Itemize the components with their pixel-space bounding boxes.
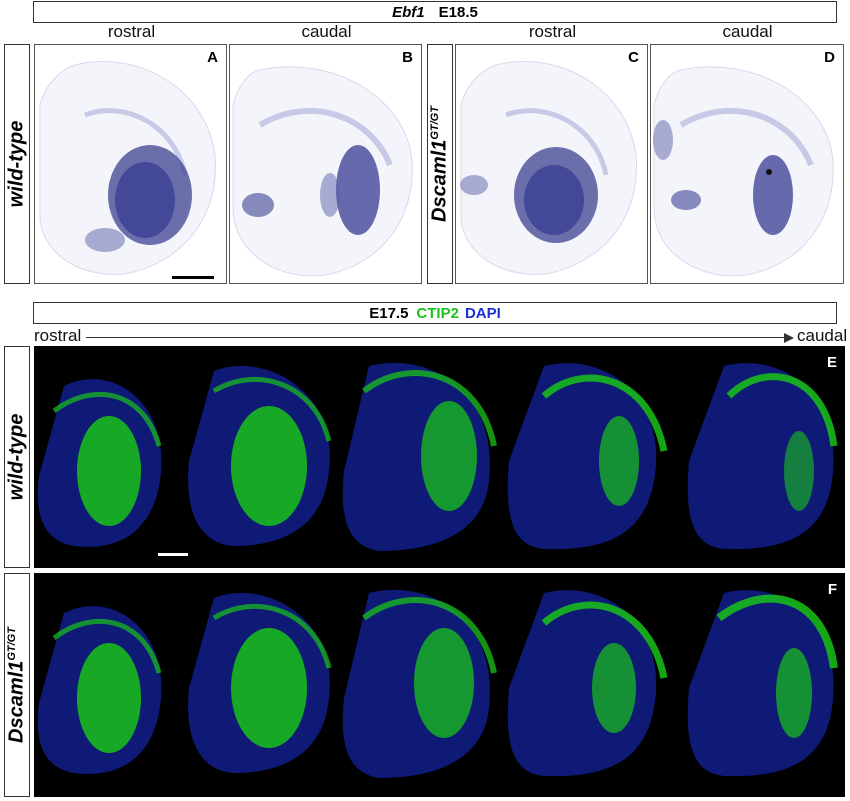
brain-sections-fluorescence-row	[37, 362, 838, 551]
panel-b-ebf1-wt-caudal: B	[229, 44, 422, 284]
marker-dapi: DAPI	[464, 304, 501, 322]
panel-letter-e: E	[826, 354, 837, 371]
panel-letter-c: C	[628, 49, 639, 66]
arrow-head-icon	[784, 333, 794, 343]
axis-label-rostral: rostral	[34, 326, 82, 345]
brain-section-ish	[653, 66, 834, 277]
stage-label: E18.5	[438, 3, 478, 21]
scale-bar-top	[172, 276, 214, 279]
panel-letter-d: D	[824, 49, 835, 66]
panel-letter-a: A	[207, 49, 218, 66]
gene-name: Ebf1	[392, 3, 425, 21]
panel-a-ebf1-wt-rostral: A	[34, 44, 227, 284]
panel-letter-f: F	[827, 581, 837, 598]
row-label-dscaml1-bottom: Dscaml1GT/GT	[4, 573, 30, 797]
panel-e-ctip2-wt: E	[34, 346, 845, 568]
row-label-wildtype-top: wild-type	[4, 44, 30, 284]
brain-sections-fluorescence-row	[37, 589, 838, 778]
row-label-dscaml1-top: Dscaml1GT/GT	[427, 44, 453, 284]
ebf1-title-box: Ebf1 E18.5	[33, 1, 837, 23]
rostral-caudal-arrow	[86, 337, 786, 338]
col-label-b: caudal	[301, 22, 352, 41]
brain-section-ish	[39, 61, 216, 275]
scale-bar-bottom	[158, 553, 188, 556]
panel-c-ebf1-mut-rostral: C	[455, 44, 648, 284]
brain-section-ish	[460, 61, 637, 275]
brain-section-ish	[232, 66, 413, 277]
marker-ctip2: CTIP2	[416, 304, 459, 322]
row-label-wildtype-bottom: wild-type	[4, 346, 30, 568]
panel-f-ctip2-mut: F	[34, 573, 845, 797]
col-label-d: caudal	[722, 22, 773, 41]
col-label-a: rostral	[107, 22, 156, 41]
col-label-c: rostral	[528, 22, 577, 41]
stage-label-bottom: E17.5	[369, 304, 409, 322]
ctip2-title-box: E17.5 CTIP2 DAPI	[33, 302, 837, 324]
panel-letter-b: B	[402, 49, 413, 66]
axis-label-caudal: caudal	[797, 326, 848, 345]
panel-d-ebf1-mut-caudal: D	[650, 44, 844, 284]
